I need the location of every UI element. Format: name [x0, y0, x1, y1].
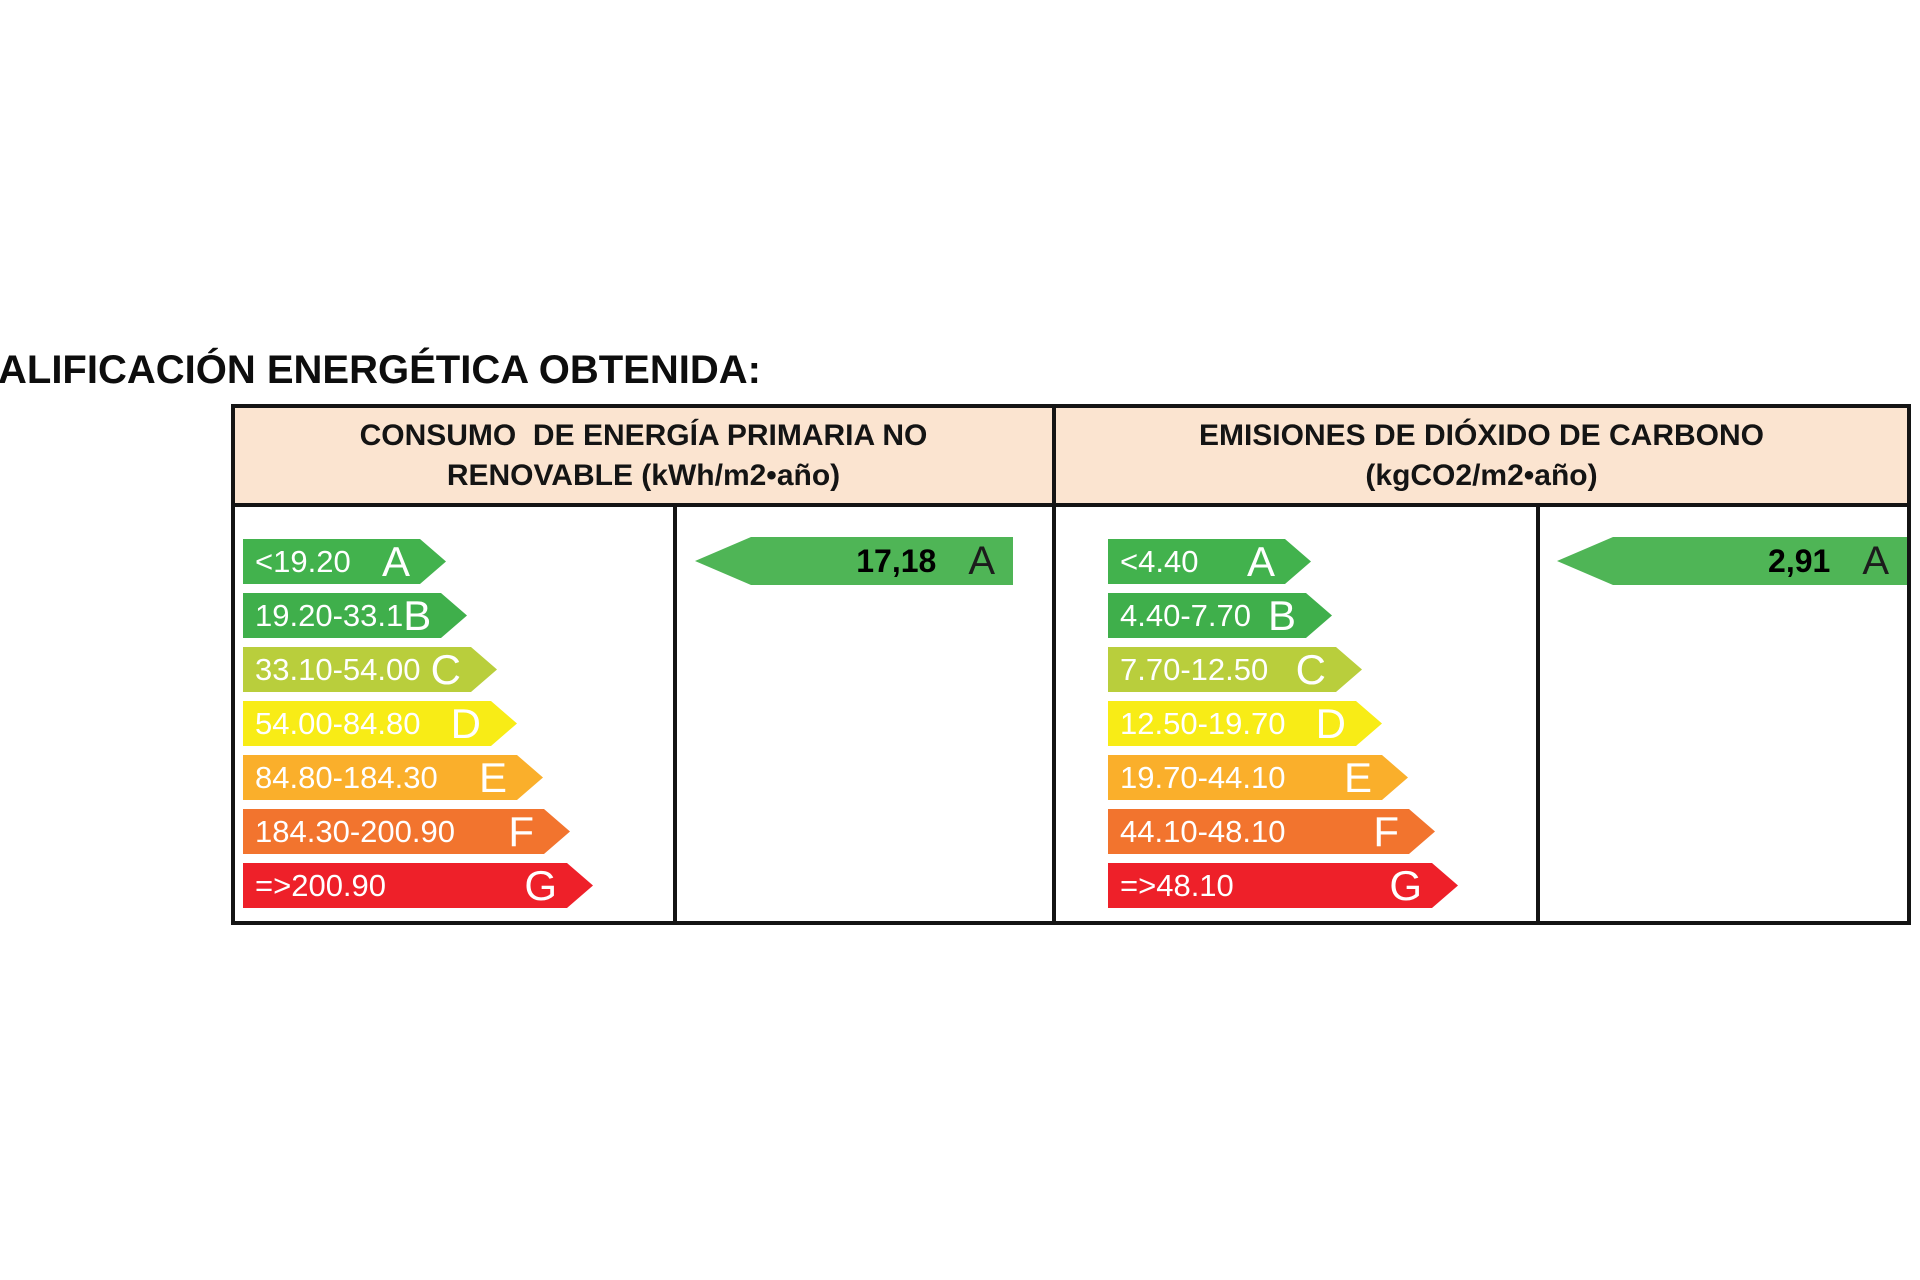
rating-letter: F [508, 807, 534, 855]
consumo-result-arrow: 17,18 A [695, 537, 1013, 585]
rating-range-label: 19.70-44.10 [1120, 760, 1286, 795]
rating-range-label: =>48.10 [1120, 868, 1234, 903]
rating-bar-b: 19.20-33.1 B [243, 593, 467, 638]
rating-bar-g: =>200.90 G [243, 863, 593, 908]
header-consumo-line1: CONSUMO DE ENERGÍA PRIMARIA NO [359, 418, 928, 452]
emisiones-result-value: 2,91 [1768, 542, 1831, 579]
consumo-result-letter: A [968, 539, 995, 583]
rating-range-label: 33.10-54.00 [255, 652, 421, 687]
rating-letter: A [381, 537, 410, 585]
rating-range-label: 84.80-184.30 [255, 760, 438, 795]
header-consumo: CONSUMO DE ENERGÍA PRIMARIA NO RENOVABLE… [235, 408, 1056, 503]
rating-bar-f: 184.30-200.90 F [243, 809, 570, 854]
energy-rating-table: CONSUMO DE ENERGÍA PRIMARIA NO RENOVABLE… [231, 404, 1911, 925]
rating-letter: A [1246, 537, 1275, 585]
rating-bar-e: 19.70-44.10 E [1108, 755, 1408, 800]
consumo-result-cell: 17,18 A [677, 507, 1056, 921]
rating-bar-f: 44.10-48.10 F [1108, 809, 1435, 854]
consumo-result-value: 17,18 [856, 542, 937, 579]
rating-bar-c: 33.10-54.00 C [243, 647, 497, 692]
emisiones-result-arrow: 2,91 A [1557, 537, 1907, 585]
rating-range-label: 7.70-12.50 [1120, 652, 1269, 687]
table-header-row: CONSUMO DE ENERGÍA PRIMARIA NO RENOVABLE… [235, 408, 1907, 507]
emisiones-result-letter: A [1862, 539, 1889, 583]
consumo-rating-scale: <19.20 A 19.20-33.1 B 33.10-54.00 C 54.00-84.8… [235, 507, 677, 921]
header-emisiones-line1: EMISIONES DE DIÓXIDO DE CARBONO [1198, 418, 1765, 452]
rating-letter: D [1315, 699, 1346, 747]
page-title: ALIFICACIÓN ENERGÉTICA OBTENIDA: [0, 348, 761, 392]
rating-letter: E [478, 753, 507, 801]
rating-range-label: =>200.90 [255, 868, 387, 903]
rating-bar-d: 12.50-19.70 D [1108, 701, 1382, 746]
rating-letter: G [524, 861, 557, 909]
rating-letter: C [430, 645, 461, 693]
rating-bar-a: <19.20 A [243, 539, 446, 584]
rating-range-label: 54.00-84.80 [255, 706, 421, 741]
rating-letter: B [403, 591, 432, 639]
rating-range-label: 19.20-33.1 [255, 598, 404, 633]
rating-bar-c: 7.70-12.50 C [1108, 647, 1362, 692]
rating-letter: B [1267, 591, 1296, 639]
emisiones-result-cell: 2,91 A [1540, 507, 1907, 921]
rating-range-label: 184.30-200.90 [255, 814, 455, 849]
rating-range-label: 44.10-48.10 [1120, 814, 1286, 849]
rating-letter: D [450, 699, 481, 747]
header-consumo-line2: RENOVABLE (kWh/m2•año) [446, 458, 841, 492]
rating-range-label: <4.40 [1120, 544, 1199, 579]
rating-range-label: 4.40-7.70 [1120, 598, 1251, 633]
rating-letter: F [1373, 807, 1399, 855]
header-emisiones: EMISIONES DE DIÓXIDO DE CARBONO (kgCO2/m… [1056, 408, 1907, 503]
rating-range-label: <19.20 [255, 544, 351, 579]
header-emisiones-line2: (kgCO2/m2•año) [1365, 458, 1598, 492]
rating-bar-e: 84.80-184.30 E [243, 755, 543, 800]
table-body-row: <19.20 A 19.20-33.1 B 33.10-54.00 C 54.00-84.8… [235, 507, 1907, 921]
rating-letter: E [1343, 753, 1372, 801]
rating-bar-a: <4.40 A [1108, 539, 1311, 584]
rating-bar-d: 54.00-84.80 D [243, 701, 517, 746]
rating-range-label: 12.50-19.70 [1120, 706, 1286, 741]
rating-letter: G [1389, 861, 1422, 909]
rating-bar-g: =>48.10 G [1108, 863, 1458, 908]
rating-bar-b: 4.40-7.70 B [1108, 593, 1332, 638]
emisiones-rating-scale: <4.40 A 4.40-7.70 B 7.70-12.50 C 12.50-19.70 D 1… [1056, 507, 1540, 921]
rating-letter: C [1295, 645, 1326, 693]
